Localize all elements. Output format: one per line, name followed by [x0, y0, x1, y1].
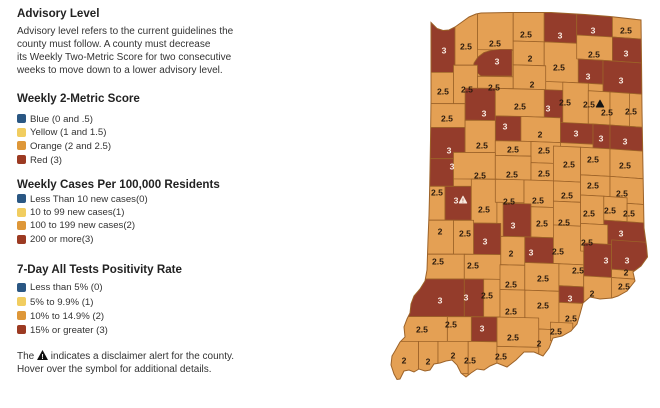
svg-text:2.5: 2.5 [441, 114, 453, 124]
svg-text:2: 2 [530, 80, 535, 90]
svg-text:2.5: 2.5 [476, 141, 488, 151]
svg-text:2.5: 2.5 [561, 191, 573, 201]
svg-text:2.5: 2.5 [514, 102, 526, 112]
svg-text:2.5: 2.5 [572, 266, 584, 276]
svg-text:2.5: 2.5 [583, 100, 595, 110]
svg-text:2.5: 2.5 [503, 197, 515, 207]
svg-text:2.5: 2.5 [474, 171, 486, 181]
svg-text:3: 3 [625, 256, 630, 266]
svg-text:2.5: 2.5 [538, 169, 550, 179]
svg-text:2: 2 [426, 357, 431, 367]
svg-text:3: 3 [574, 129, 579, 139]
svg-text:2.5: 2.5 [464, 356, 476, 366]
svg-text:2.5: 2.5 [587, 155, 599, 165]
svg-text:2.5: 2.5 [532, 196, 544, 206]
svg-text:2.5: 2.5 [489, 39, 501, 49]
svg-text:3: 3 [604, 256, 609, 266]
svg-text:!: ! [462, 198, 464, 204]
svg-text:2: 2 [590, 289, 595, 299]
svg-text:2.5: 2.5 [625, 107, 637, 117]
svg-text:2: 2 [528, 54, 533, 64]
svg-text:3: 3 [624, 49, 629, 59]
svg-text:3: 3 [483, 237, 488, 247]
svg-text:3: 3 [495, 57, 500, 67]
svg-text:2.5: 2.5 [538, 146, 550, 156]
svg-text:2: 2 [402, 356, 407, 366]
svg-text:2.5: 2.5 [616, 189, 628, 199]
svg-text:3: 3 [464, 293, 469, 303]
svg-text:2.5: 2.5 [520, 30, 532, 40]
svg-text:2.5: 2.5 [537, 274, 549, 284]
svg-text:3: 3 [447, 146, 452, 156]
svg-text:2: 2 [451, 351, 456, 361]
svg-text:3: 3 [438, 296, 443, 306]
svg-text:2.5: 2.5 [581, 238, 593, 248]
svg-text:2: 2 [537, 339, 542, 349]
svg-text:2.5: 2.5 [583, 209, 595, 219]
svg-text:2.5: 2.5 [461, 85, 473, 95]
svg-text:2.5: 2.5 [505, 307, 517, 317]
svg-text:3: 3 [503, 122, 508, 132]
svg-text:2.5: 2.5 [536, 219, 548, 229]
svg-text:2.5: 2.5 [619, 161, 631, 171]
svg-text:2.5: 2.5 [565, 314, 577, 324]
svg-text:2.5: 2.5 [437, 87, 449, 97]
svg-text:3: 3 [568, 294, 573, 304]
svg-text:3: 3 [529, 248, 534, 258]
svg-text:3: 3 [619, 229, 624, 239]
svg-text:2.5: 2.5 [623, 209, 635, 219]
svg-text:3: 3 [619, 76, 624, 86]
svg-text:2.5: 2.5 [537, 301, 549, 311]
svg-text:3: 3 [480, 324, 485, 334]
svg-text:2.5: 2.5 [505, 280, 517, 290]
svg-text:2.5: 2.5 [495, 352, 507, 362]
svg-text:2: 2 [438, 227, 443, 237]
svg-text:3: 3 [558, 31, 563, 41]
svg-text:2: 2 [624, 268, 629, 278]
svg-text:3: 3 [546, 104, 551, 114]
svg-text:2.5: 2.5 [559, 98, 571, 108]
svg-text:2.5: 2.5 [416, 325, 428, 335]
svg-text:2.5: 2.5 [558, 218, 570, 228]
svg-text:2.5: 2.5 [553, 63, 565, 73]
svg-text:2.5: 2.5 [552, 247, 564, 257]
svg-text:!: ! [41, 354, 43, 360]
svg-text:2.5: 2.5 [481, 291, 493, 301]
svg-text:3: 3 [442, 46, 447, 56]
svg-text:2: 2 [509, 249, 514, 259]
svg-text:2.5: 2.5 [550, 327, 562, 337]
svg-text:2.5: 2.5 [478, 205, 490, 215]
svg-text:2.5: 2.5 [601, 108, 613, 118]
svg-text:2: 2 [538, 130, 543, 140]
svg-text:3: 3 [591, 26, 596, 36]
svg-text:2.5: 2.5 [488, 83, 500, 93]
svg-text:3: 3 [454, 196, 459, 206]
svg-text:2.5: 2.5 [563, 160, 575, 170]
svg-text:3: 3 [599, 134, 604, 144]
svg-text:2.5: 2.5 [588, 50, 600, 60]
svg-text:3: 3 [586, 72, 591, 82]
svg-text:2.5: 2.5 [618, 282, 630, 292]
svg-text:2.5: 2.5 [445, 320, 457, 330]
svg-text:2.5: 2.5 [604, 206, 616, 216]
svg-text:2.5: 2.5 [587, 181, 599, 191]
svg-text:2.5: 2.5 [507, 333, 519, 343]
svg-text:3: 3 [482, 109, 487, 119]
svg-text:2.5: 2.5 [432, 257, 444, 267]
svg-text:3: 3 [511, 221, 516, 231]
svg-text:2.5: 2.5 [620, 26, 632, 36]
svg-text:2.5: 2.5 [467, 261, 479, 271]
svg-text:3: 3 [450, 162, 455, 172]
svg-text:2.5: 2.5 [460, 42, 472, 52]
svg-text:2.5: 2.5 [459, 229, 471, 239]
svg-text:3: 3 [623, 137, 628, 147]
svg-text:2.5: 2.5 [507, 145, 519, 155]
svg-text:2.5: 2.5 [431, 188, 443, 198]
svg-text:2.5: 2.5 [506, 170, 518, 180]
